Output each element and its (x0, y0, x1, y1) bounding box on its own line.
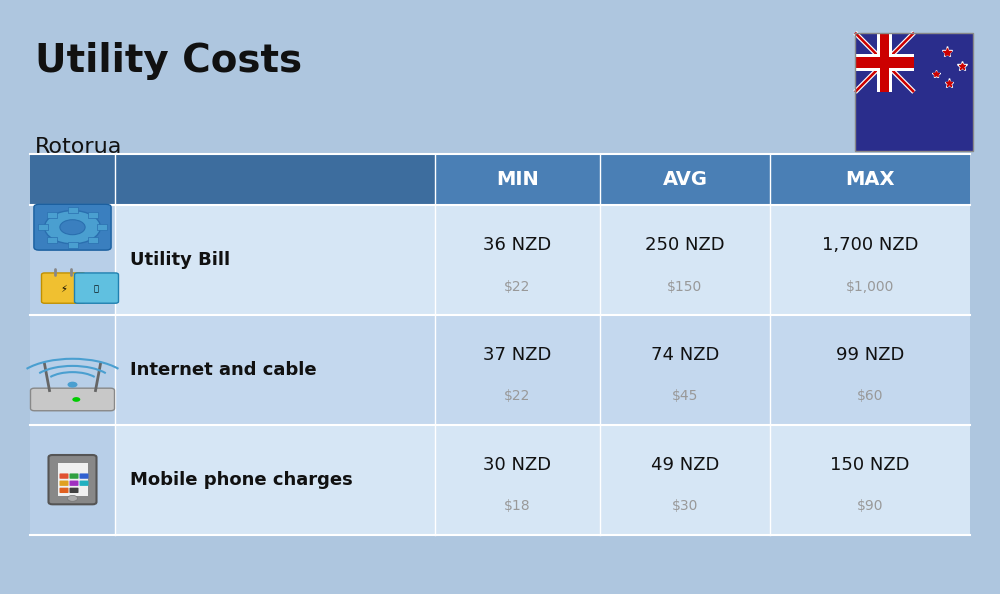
Text: $22: $22 (504, 390, 531, 403)
Bar (855, 57, 914, 68)
Bar (30, 425, 115, 535)
FancyBboxPatch shape (60, 473, 68, 479)
Bar (115, 154, 435, 205)
Text: $60: $60 (857, 390, 883, 403)
Text: 74 NZD: 74 NZD (651, 346, 719, 364)
Text: 250 NZD: 250 NZD (645, 236, 725, 254)
FancyBboxPatch shape (60, 481, 68, 486)
Text: 30 NZD: 30 NZD (483, 456, 552, 474)
Circle shape (72, 397, 80, 402)
Bar (47, 236, 57, 242)
FancyBboxPatch shape (60, 488, 68, 493)
FancyBboxPatch shape (70, 481, 79, 486)
Bar (58, 463, 88, 496)
Bar (877, 33, 892, 92)
FancyBboxPatch shape (80, 473, 88, 479)
Text: $1,000: $1,000 (846, 280, 894, 293)
Text: 49 NZD: 49 NZD (651, 456, 719, 474)
Text: $18: $18 (504, 500, 531, 513)
Text: MAX: MAX (845, 170, 895, 189)
Bar (30, 205, 115, 315)
Text: Utility Costs: Utility Costs (35, 42, 302, 80)
Bar (47, 212, 57, 218)
Bar (38, 224, 48, 230)
Text: Utility Bill: Utility Bill (130, 251, 230, 269)
Text: 36 NZD: 36 NZD (483, 236, 552, 254)
Bar (855, 54, 914, 71)
FancyBboxPatch shape (31, 388, 114, 411)
Bar (855, 33, 973, 151)
FancyBboxPatch shape (75, 273, 119, 304)
Text: $22: $22 (504, 280, 531, 293)
FancyBboxPatch shape (70, 488, 79, 493)
Bar (30, 205, 970, 315)
Text: Mobile phone charges: Mobile phone charges (130, 470, 353, 489)
Bar (30, 315, 970, 425)
Bar (30, 315, 115, 425)
Text: ⚡: ⚡ (60, 283, 67, 293)
Text: 🚿: 🚿 (94, 284, 99, 293)
Circle shape (60, 220, 85, 235)
Circle shape (68, 495, 78, 501)
Text: Internet and cable: Internet and cable (130, 361, 317, 379)
Bar (88, 212, 98, 218)
FancyBboxPatch shape (80, 481, 88, 486)
FancyBboxPatch shape (42, 273, 86, 304)
FancyBboxPatch shape (70, 473, 79, 479)
FancyBboxPatch shape (48, 455, 96, 504)
Text: $45: $45 (672, 390, 698, 403)
Text: 37 NZD: 37 NZD (483, 346, 552, 364)
Text: 99 NZD: 99 NZD (836, 346, 904, 364)
Circle shape (68, 381, 78, 387)
Bar (68, 242, 78, 248)
FancyBboxPatch shape (34, 204, 111, 250)
Bar (30, 425, 970, 535)
Text: $90: $90 (857, 500, 883, 513)
Text: Rotorua: Rotorua (35, 137, 122, 157)
Bar (97, 224, 107, 230)
Text: AVG: AVG (662, 170, 708, 189)
Text: MIN: MIN (496, 170, 539, 189)
Bar (88, 236, 98, 242)
Text: 150 NZD: 150 NZD (830, 456, 910, 474)
Bar (68, 207, 78, 213)
Text: 1,700 NZD: 1,700 NZD (822, 236, 918, 254)
Circle shape (45, 210, 101, 244)
Bar (30, 154, 115, 205)
Text: $150: $150 (667, 280, 703, 293)
Bar (880, 33, 889, 92)
Text: $30: $30 (672, 500, 698, 513)
Bar (30, 154, 970, 205)
